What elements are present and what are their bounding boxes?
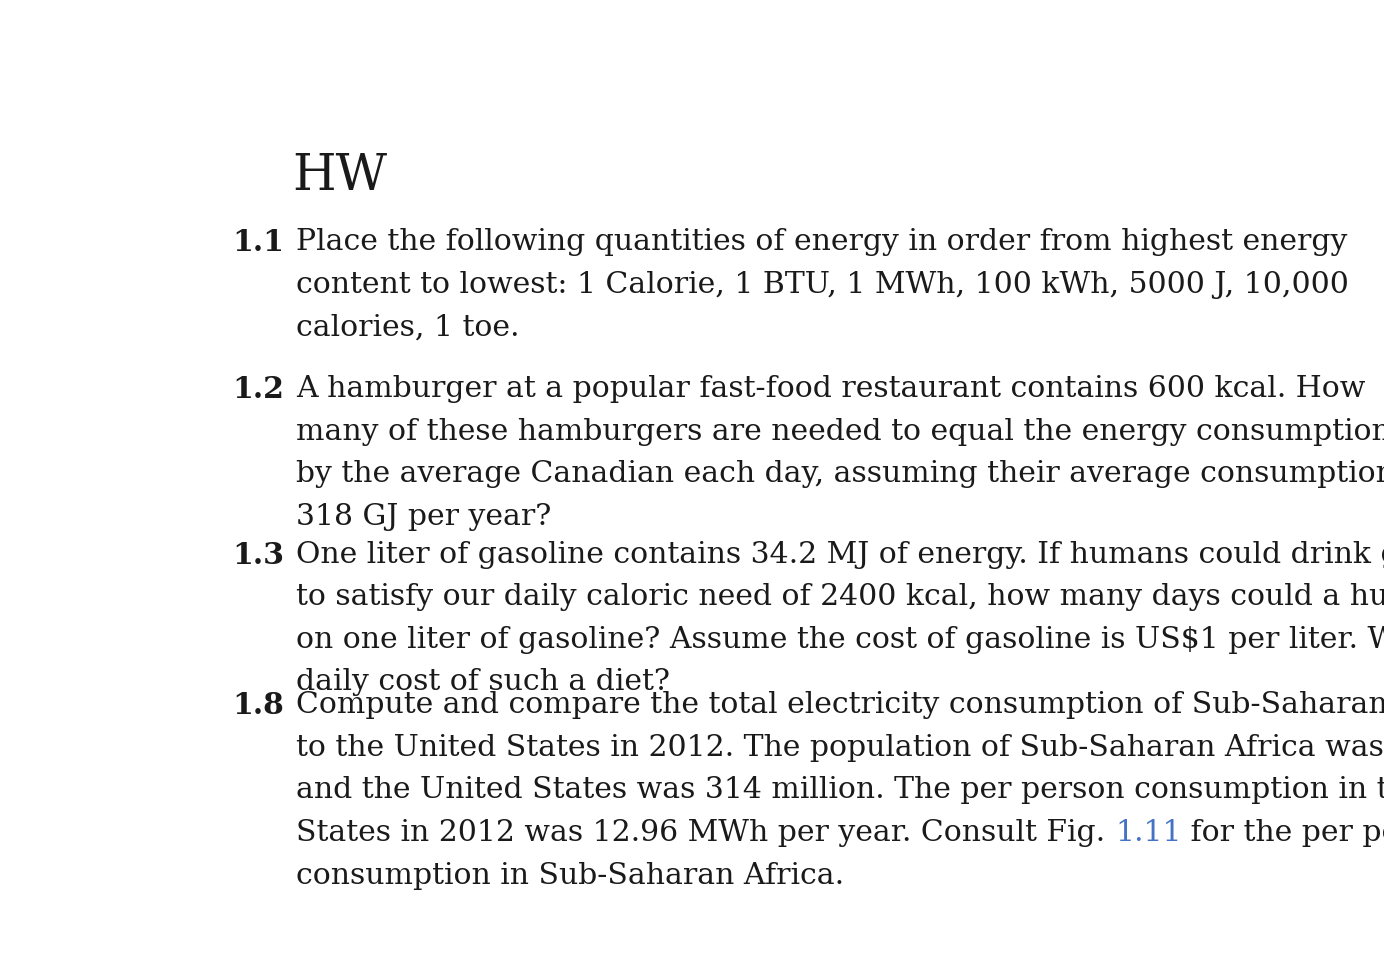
Text: One liter of gasoline contains 34.2 MJ of energy. If humans could drink gasoline: One liter of gasoline contains 34.2 MJ o… bbox=[296, 540, 1384, 568]
Text: by the average Canadian each day, assuming their average consumption is: by the average Canadian each day, assumi… bbox=[296, 460, 1384, 488]
Text: 1.2: 1.2 bbox=[233, 375, 284, 404]
Text: content to lowest: 1 Calorie, 1 BTU, 1 MWh, 100 kWh, 5000 J, 10,000: content to lowest: 1 Calorie, 1 BTU, 1 M… bbox=[296, 271, 1349, 298]
Text: for the per person: for the per person bbox=[1182, 818, 1384, 846]
Text: Compute and compare the total electricity consumption of Sub-Saharan Africa: Compute and compare the total electricit… bbox=[296, 690, 1384, 719]
Text: daily cost of such a diet?: daily cost of such a diet? bbox=[296, 668, 670, 696]
Text: 1.1: 1.1 bbox=[233, 228, 284, 257]
Text: consumption in Sub-Saharan Africa.: consumption in Sub-Saharan Africa. bbox=[296, 861, 844, 888]
Text: to the United States in 2012. The population of Sub-Saharan Africa was 926 milli: to the United States in 2012. The popula… bbox=[296, 733, 1384, 760]
Text: 1.11: 1.11 bbox=[1116, 818, 1182, 846]
Text: to satisfy our daily caloric need of 2400 kcal, how many days could a human surv: to satisfy our daily caloric need of 240… bbox=[296, 582, 1384, 611]
Text: calories, 1 toe.: calories, 1 toe. bbox=[296, 314, 520, 341]
Text: Place the following quantities of energy in order from highest energy: Place the following quantities of energy… bbox=[296, 228, 1348, 256]
Text: 318 GJ per year?: 318 GJ per year? bbox=[296, 502, 552, 531]
Text: States in 2012 was 12.96 MWh per year. Consult Fig.: States in 2012 was 12.96 MWh per year. C… bbox=[296, 818, 1116, 846]
Text: 1.8: 1.8 bbox=[233, 690, 284, 720]
Text: 1.3: 1.3 bbox=[233, 540, 284, 569]
Text: and the United States was 314 million. The per person consumption in the United: and the United States was 314 million. T… bbox=[296, 776, 1384, 803]
Text: many of these hamburgers are needed to equal the energy consumption: many of these hamburgers are needed to e… bbox=[296, 417, 1384, 445]
Text: HW: HW bbox=[292, 152, 386, 200]
Text: A hamburger at a popular fast-food restaurant contains 600 kcal. How: A hamburger at a popular fast-food resta… bbox=[296, 375, 1366, 403]
Text: on one liter of gasoline? Assume the cost of gasoline is US$1 per liter. What is: on one liter of gasoline? Assume the cos… bbox=[296, 625, 1384, 653]
